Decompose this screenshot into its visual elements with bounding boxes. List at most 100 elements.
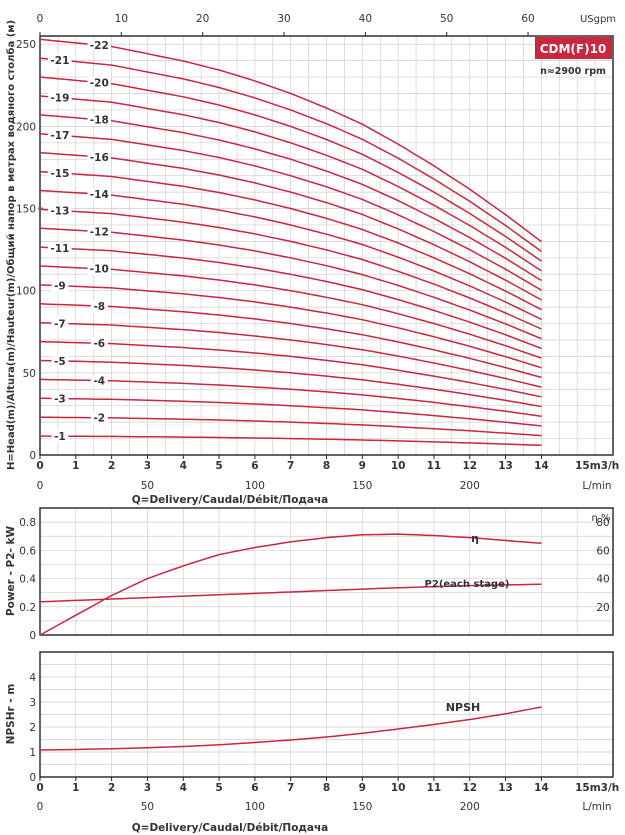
lpm-tick-label: 150 <box>352 801 372 813</box>
y2-tick-label: 60 <box>596 545 609 557</box>
y-tick-label: 50 <box>23 368 36 380</box>
x-tick-label: 8 <box>323 460 330 472</box>
series-label-npsh: NPSH <box>446 701 480 714</box>
x-tick-label: 4 <box>180 782 187 794</box>
y-axis-title: Power - P2- kW <box>5 526 17 617</box>
head-curve-1 <box>40 435 542 447</box>
lpm-tick-label: 50 <box>141 480 154 492</box>
y-tick-label: 2 <box>29 722 36 734</box>
y-tick-label: 0.2 <box>19 602 36 614</box>
y-tick-label: 0.6 <box>19 545 36 557</box>
head-curve-18 <box>39 114 542 282</box>
curve-label-bg <box>48 204 72 217</box>
curve-label: -16 <box>90 152 109 164</box>
lpm-tick-label: 0 <box>37 480 44 492</box>
x-tick-label: 5 <box>215 460 222 472</box>
head-curve-7 <box>39 321 542 388</box>
x-tick-label: 1 <box>72 782 79 794</box>
x-tick-label: 12 <box>462 460 477 472</box>
x-tick-label: 9 <box>359 460 366 472</box>
curve-label-bg <box>48 129 72 142</box>
usgpm-tick-label: 40 <box>359 13 372 25</box>
curve-label-bg <box>48 242 72 255</box>
curve-label: -8 <box>93 301 105 313</box>
lpm-tick-label: 150 <box>352 480 372 492</box>
head-curve-17 <box>39 133 542 291</box>
curve-label: -22 <box>90 40 109 52</box>
lpm-tick-label: 0 <box>37 801 44 813</box>
curve-label: -18 <box>90 115 109 127</box>
x-tick-label: 5 <box>215 782 222 794</box>
x-tick-label: 14 <box>534 460 549 472</box>
curve-label: -15 <box>50 168 69 180</box>
x-tick-label: 8 <box>323 782 330 794</box>
curve-label: -20 <box>90 77 109 89</box>
head-curve-5 <box>39 359 542 408</box>
chart-title: CDM(F)10 <box>540 42 607 56</box>
curve-label: -1 <box>54 431 66 443</box>
head-curve-14 <box>39 189 542 320</box>
x-tick-label: 11 <box>427 460 442 472</box>
head-curve-9 <box>39 284 542 369</box>
curve-label-bg <box>51 392 69 405</box>
head-curve-2 <box>39 416 542 437</box>
x-axis-title: Q=Delivery/Caudal/Débit/Подача <box>132 822 329 834</box>
head-curve-19 <box>39 95 542 272</box>
usgpm-unit-label: USgpm <box>580 14 616 25</box>
x-tick-label: 12 <box>462 782 477 794</box>
curve-label: -11 <box>50 243 69 255</box>
head-curve-10 <box>39 265 542 359</box>
y-tick-label: 3 <box>29 697 36 709</box>
y-tick-label: 200 <box>16 121 36 133</box>
curve-label-bg <box>51 279 69 292</box>
head-curve-21 <box>39 57 542 253</box>
title-badge <box>535 37 612 59</box>
curve-label: -19 <box>50 93 69 105</box>
y-axis-title: NPSHr - m <box>5 684 17 745</box>
y-tick-label: 0 <box>29 630 36 642</box>
y-tick-label: 250 <box>16 39 36 51</box>
x-tick-label: 13 <box>498 782 513 794</box>
curve-label: -2 <box>93 413 105 425</box>
y-tick-label: 150 <box>16 204 36 216</box>
x-tick-label: 7 <box>287 782 294 794</box>
x-tick-label: 3 <box>144 460 151 472</box>
head-curve-13 <box>39 208 542 330</box>
curve-label-bg <box>87 262 112 275</box>
x-tick-label: 6 <box>251 782 258 794</box>
head-curve-3 <box>39 397 542 427</box>
curve-label-bg <box>87 150 112 163</box>
x-tick-label: 6 <box>251 460 258 472</box>
x-tick-label: 10 <box>391 782 406 794</box>
x-tick-label: 1 <box>72 460 79 472</box>
series-label-power: P2(each stage) <box>425 579 510 590</box>
usgpm-tick-label: 20 <box>196 13 209 25</box>
head-curve-4 <box>39 378 542 417</box>
y2-tick-label: 40 <box>596 574 609 586</box>
x-tick-label: 3 <box>144 782 151 794</box>
x-tick-label: 9 <box>359 782 366 794</box>
lpm-tick-label: 200 <box>460 801 480 813</box>
curve-label-bg <box>48 53 72 66</box>
head-curve-12 <box>39 227 542 340</box>
lpm-tick-label: 100 <box>245 480 265 492</box>
curve-label: -6 <box>93 338 105 350</box>
x-tick-label: 2 <box>108 782 115 794</box>
curve-label-bg <box>87 76 112 89</box>
curve-label-bg <box>48 166 72 179</box>
y2-tick-label: 80 <box>596 517 609 529</box>
usgpm-tick-label: 30 <box>277 13 290 25</box>
x-tick-label: 10 <box>391 460 406 472</box>
curve-label: -5 <box>54 356 66 368</box>
curve-label-bg <box>90 374 108 387</box>
lpm-tick-label: 50 <box>141 801 154 813</box>
curve-label-bg <box>51 430 69 443</box>
curve-label-bg <box>90 299 108 312</box>
y2-axis-title: η % <box>591 513 610 524</box>
curve-label: -21 <box>50 55 69 67</box>
x-tick-label: 11 <box>427 782 442 794</box>
y-tick-label: 0 <box>29 772 36 784</box>
x-tick-label: 4 <box>180 460 187 472</box>
series-power-line <box>39 583 542 603</box>
